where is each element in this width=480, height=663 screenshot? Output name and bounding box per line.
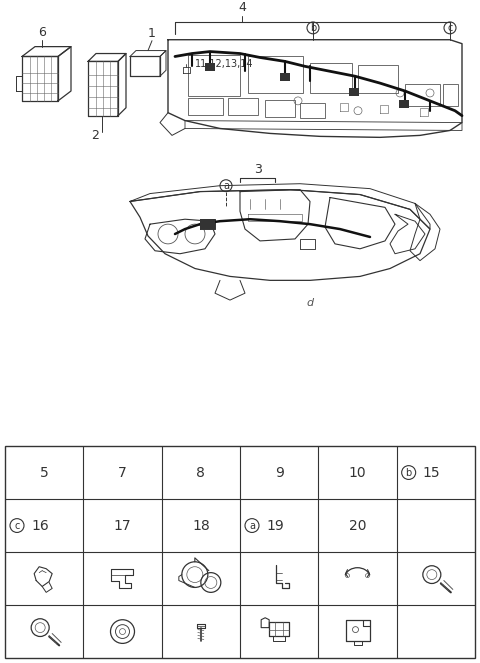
Text: 19: 19 (266, 518, 284, 532)
Text: 6: 6 (38, 26, 46, 38)
Text: d: d (306, 298, 313, 308)
Bar (228, 98, 258, 115)
Text: 7: 7 (118, 465, 127, 479)
Bar (188, 54, 240, 96)
Text: 11,12,13,14: 11,12,13,14 (195, 60, 253, 70)
Text: 17: 17 (114, 518, 132, 532)
Text: b: b (310, 23, 316, 33)
Text: 20: 20 (349, 518, 366, 532)
Bar (399, 100, 409, 108)
Text: 4: 4 (238, 1, 246, 14)
Text: c: c (447, 23, 453, 33)
Bar (349, 88, 359, 96)
Bar (5, 446, 475, 658)
Bar (188, 98, 223, 115)
Bar (358, 66, 398, 93)
Text: 15: 15 (423, 465, 440, 479)
Bar (405, 84, 440, 106)
Text: c: c (14, 520, 20, 530)
Bar (443, 84, 458, 106)
Text: 2: 2 (91, 129, 99, 142)
Bar (200, 219, 215, 229)
Text: a: a (249, 520, 255, 530)
Text: 18: 18 (192, 518, 210, 532)
Bar (300, 103, 325, 117)
Bar (265, 100, 295, 117)
Text: 16: 16 (31, 518, 49, 532)
Bar (310, 64, 352, 93)
Text: 8: 8 (196, 465, 205, 479)
Bar (248, 56, 303, 93)
Bar (205, 64, 215, 72)
Text: 9: 9 (275, 465, 284, 479)
Text: 5: 5 (40, 465, 48, 479)
Text: a: a (223, 181, 229, 191)
Bar (280, 73, 290, 81)
Text: 3: 3 (254, 163, 262, 176)
Text: 10: 10 (348, 465, 366, 479)
Text: b: b (406, 467, 412, 477)
Text: 1: 1 (148, 27, 156, 40)
